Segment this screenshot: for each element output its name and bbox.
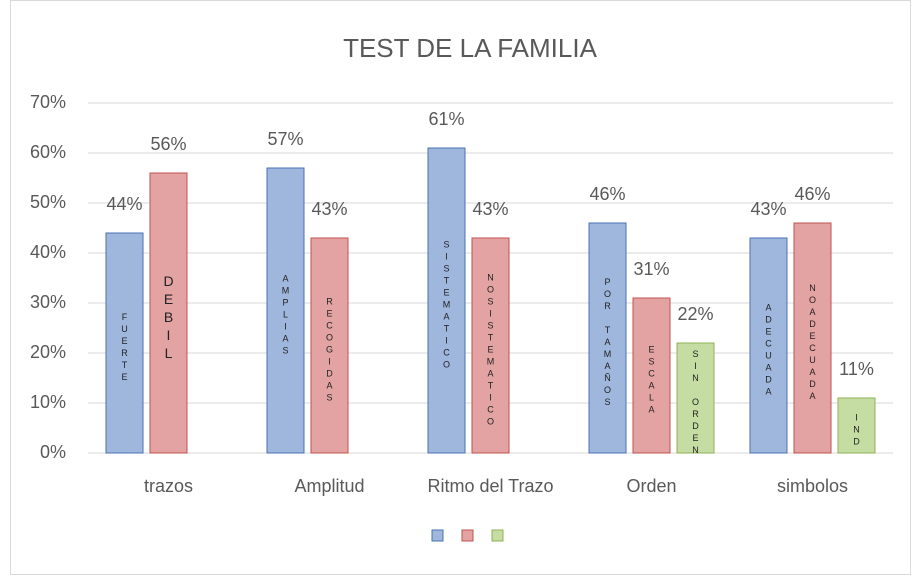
data-label: 61% [428,109,464,129]
bar-text: POR TAMAÑOS [603,277,613,409]
data-label: 43% [750,199,786,219]
bar-text: ESCALA [647,345,657,417]
x-tick-label: trazos [144,476,193,496]
bar-text: IND [852,413,862,449]
bar-text: RECOGIDAS [325,297,335,405]
bar [588,222,627,454]
legend-marker [491,529,504,542]
bar [310,237,349,454]
data-label: 43% [311,199,347,219]
bar [632,297,671,454]
data-label: 46% [794,184,830,204]
bar-text: NOSISTEMATICO [486,273,496,429]
bar [105,232,144,454]
data-label: 11% [839,359,874,379]
y-tick-label: 70% [30,92,66,112]
bar-text: FUERTE [120,312,130,384]
y-tick-label: 10% [30,392,66,412]
chart-title: TEST DE LA FAMILIA [343,33,597,63]
bar-text: ADECUADA [764,303,774,399]
data-label: 46% [589,184,625,204]
y-tick-label: 30% [30,292,66,312]
y-tick-label: 40% [30,242,66,262]
data-label: 56% [150,134,186,154]
bar [266,167,305,454]
bar [149,172,188,454]
y-tick-label: 50% [30,192,66,212]
bar [471,237,510,454]
bar-text: AMPLIAS [281,274,291,358]
data-label: 44% [106,194,142,214]
x-tick-label: Amplitud [294,476,364,496]
legend-marker [431,529,444,542]
x-tick-label: Orden [626,476,676,496]
x-tick-label: simbolos [777,476,848,496]
bar-text: SIN ORDEN [691,349,701,457]
bar-text: DEBIL [161,273,177,363]
y-tick-label: 60% [30,142,66,162]
data-label: 43% [472,199,508,219]
bar [749,237,788,454]
bar [793,222,832,454]
bar [837,397,876,454]
data-label: 57% [267,129,303,149]
data-label: 31% [633,259,669,279]
x-tick-label: Ritmo del Trazo [427,476,553,496]
bar-text: SISTEMATICO [442,240,452,372]
bar-text: NOADECUADA [808,283,818,403]
bar [427,147,466,454]
legend-marker [461,529,474,542]
y-tick-label: 20% [30,342,66,362]
y-tick-label: 0% [40,442,66,462]
data-label: 22% [677,304,713,324]
bar [676,342,715,454]
